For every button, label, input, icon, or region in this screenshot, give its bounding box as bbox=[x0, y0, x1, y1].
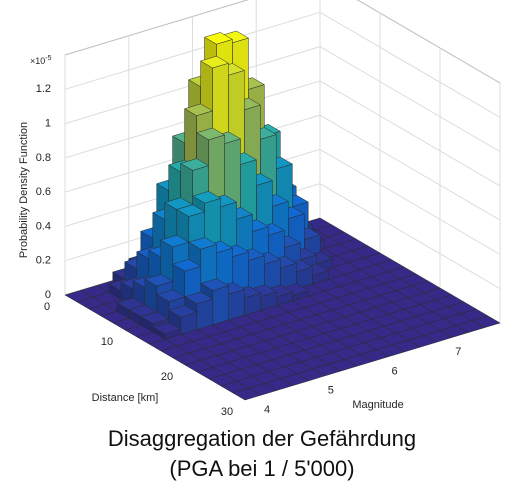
x-axis-label: Distance [km] bbox=[92, 392, 159, 404]
y-tick-label: 5 bbox=[328, 385, 334, 397]
bar-top bbox=[184, 291, 214, 305]
bar-front bbox=[196, 298, 214, 330]
y-axis-label: Magnitude bbox=[352, 399, 403, 411]
y-tick-label: 4 bbox=[264, 404, 270, 416]
y-tick-label: 7 bbox=[455, 346, 461, 358]
z-tick-label: 0.8 bbox=[36, 152, 51, 164]
z-axis-label: Probability Density Function bbox=[18, 122, 30, 258]
z-tick-label: 0.2 bbox=[36, 255, 51, 267]
bar-top bbox=[200, 278, 230, 291]
x-tick-label: 20 bbox=[161, 371, 173, 383]
x-tick-label: 10 bbox=[101, 336, 113, 348]
y-tick-label: 6 bbox=[391, 365, 397, 377]
bar-top bbox=[180, 158, 210, 171]
exponent-base: ×10 bbox=[30, 56, 45, 66]
chart-title: Disaggregation der Gefährdung bbox=[108, 426, 416, 451]
bars bbox=[64, 30, 501, 401]
z-tick-label: 0.4 bbox=[36, 220, 51, 232]
bar-top bbox=[172, 259, 202, 272]
chart-subtitle: (PGA bei 1 / 5'000) bbox=[169, 456, 354, 481]
bar bbox=[232, 387, 262, 401]
bar-top bbox=[152, 321, 182, 335]
bar-top bbox=[192, 191, 222, 204]
bar-top bbox=[188, 237, 218, 250]
bar-top bbox=[183, 103, 214, 116]
bar-top bbox=[199, 55, 230, 69]
x-tick-label: 0 bbox=[44, 301, 50, 313]
bar-top bbox=[176, 204, 206, 217]
bar-front bbox=[228, 289, 245, 321]
bar-front bbox=[212, 285, 229, 326]
bar-top bbox=[168, 305, 198, 318]
z-tick-label: 1.2 bbox=[36, 83, 51, 95]
exponent: -5 bbox=[45, 55, 51, 62]
bar bbox=[152, 321, 182, 340]
z-tick-label: 0 bbox=[45, 289, 51, 301]
bar-top bbox=[232, 387, 262, 401]
z-tick-label: 1 bbox=[45, 117, 51, 129]
exponent-label: ×10-5 bbox=[30, 55, 52, 67]
z-tick-label: 0.6 bbox=[36, 186, 51, 198]
bar-top bbox=[203, 32, 234, 45]
bar-top bbox=[195, 127, 226, 141]
x-tick-label: 30 bbox=[221, 406, 233, 418]
